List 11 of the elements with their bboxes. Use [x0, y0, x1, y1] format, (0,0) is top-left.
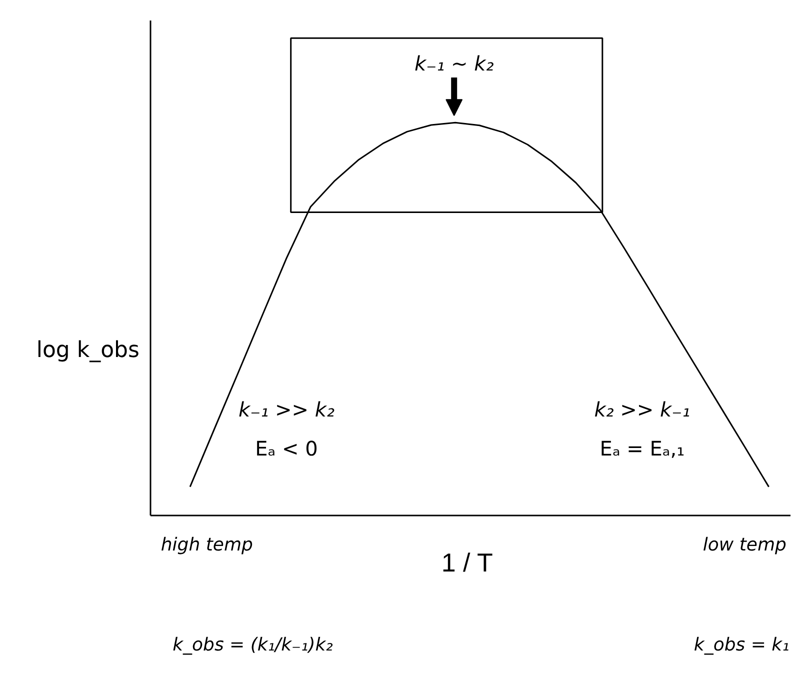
annotation: k₂ >> k₋₁ [594, 397, 690, 422]
annotation: k₋₁ >> k₂ [238, 397, 335, 422]
text: k_obs = k₁ [694, 634, 790, 656]
text: k_obs = (k₁/k₋₁)k₂ [172, 634, 333, 656]
annotation: Eₐ < 0 [255, 436, 318, 461]
text: k₋₁ ~ k₂ [414, 52, 494, 76]
x-axis-title: 1 / T [441, 548, 494, 578]
y-axis-title: log k_obs [36, 338, 140, 363]
annotation: Eₐ = Eₐ,₁ [600, 436, 685, 461]
text: low temp [702, 534, 786, 556]
text: high temp [160, 534, 253, 556]
